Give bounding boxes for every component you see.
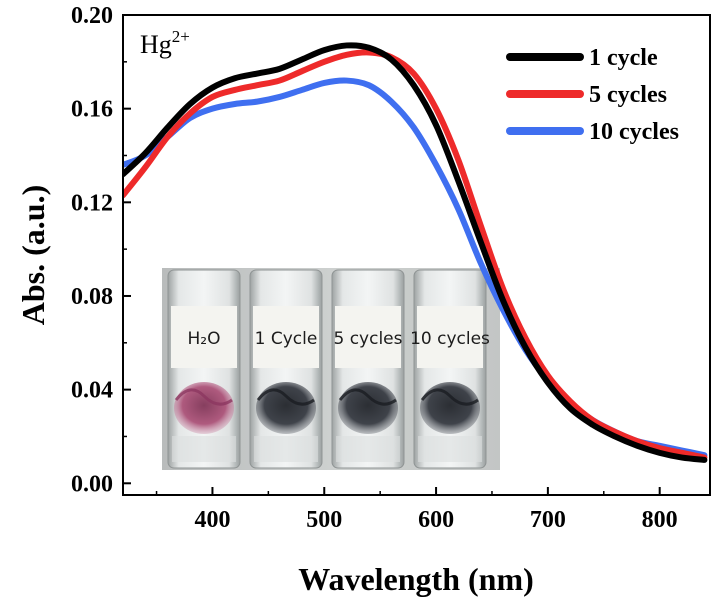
legend-label: 1 cycle [589,45,658,71]
y-axis: 0.00 0.04 0.08 0.12 0.16 0.20 [71,3,131,497]
y-tick-label: 0.20 [71,3,113,29]
vial-sample-strand [174,388,233,406]
legend: 1 cycle 5 cycles 10 cycles [506,45,679,145]
vial: H₂O [167,269,241,469]
vial: 1 Cycle [249,269,323,469]
x-axis-title: Wavelength (nm) [298,561,534,597]
x-tick-label: 500 [306,507,342,533]
series-line-1 [123,42,708,463]
legend-label: 5 cycles [589,82,667,108]
series-layer [123,42,708,463]
y-axis-title: Abs. (a.u.) [15,185,51,325]
vial-label-paper [253,306,319,368]
ion-annotation: Hg2+ [140,27,190,59]
y-tick-label: 0.12 [71,190,113,216]
vial-liquid [418,436,482,462]
plot-frame [122,14,711,496]
x-tick-label: 600 [418,507,454,533]
ion-symbol: Hg [140,30,172,59]
y-tick-label: 0.08 [71,284,113,310]
vial-liquid [254,436,318,462]
x-tick-label: 800 [642,507,678,533]
vial-sample [420,382,480,434]
vial-sample-strand [256,388,315,406]
vial-sample [174,382,234,434]
vial-label-paper [171,306,237,368]
x-tick-label: 700 [530,507,566,533]
vial: 10 cycles [410,269,490,469]
inset-vial-photo: H₂O 1 Cycle 5 cycles 10 cycles [162,268,500,470]
x-tick-label: 400 [194,507,230,533]
vial-liquid [336,436,400,462]
series-line-2 [123,49,708,461]
vial-label-paper [335,306,401,368]
vial-handwritten-label: 1 Cycle [255,329,318,349]
vial-sample-strand [338,388,397,406]
x-axis: 400 500 600 700 800 [155,487,678,533]
vial-sample [338,382,398,434]
vial-sample-strand [420,388,479,406]
y-tick-label: 0.04 [71,378,113,404]
vial-handwritten-label: 5 cycles [333,329,402,349]
ion-charge: 2+ [172,27,190,46]
vial-handwritten-label: 10 cycles [410,329,490,349]
legend-label: 10 cycles [589,119,679,145]
vial-label-paper [417,306,483,368]
y-tick-label: 0.16 [71,97,113,123]
vial: 5 cycles [331,269,405,469]
vial-sample [256,382,316,434]
y-tick-label: 0.00 [71,471,113,497]
vial-liquid [172,436,236,462]
vial-handwritten-label: H₂O [188,329,221,349]
